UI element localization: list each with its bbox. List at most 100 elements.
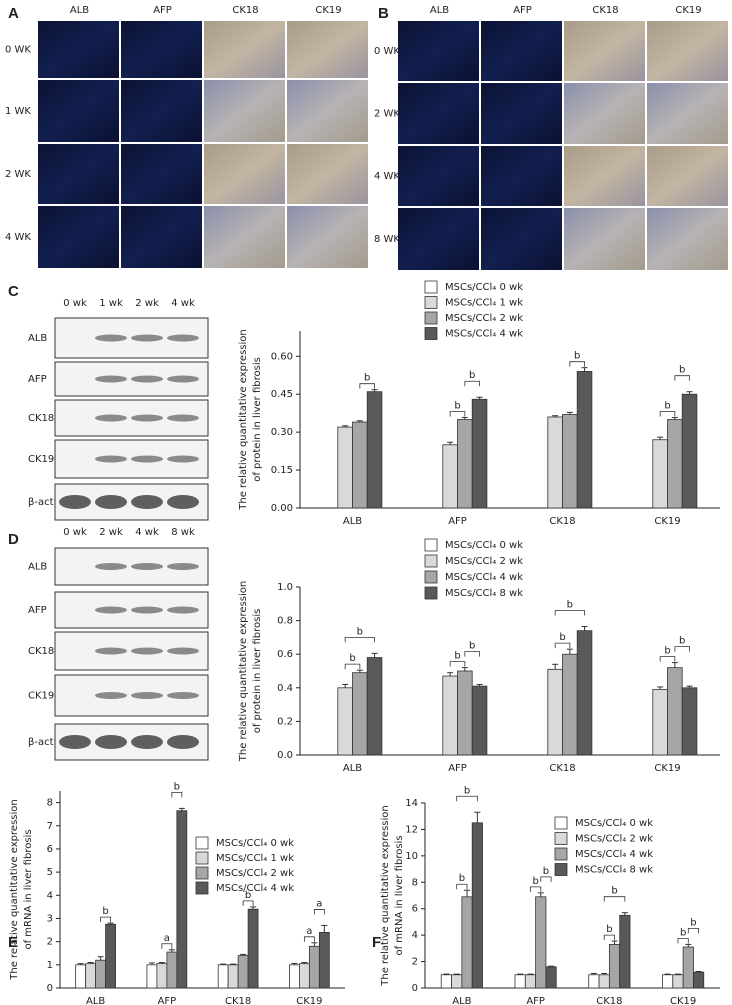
blot-band	[167, 563, 199, 570]
significance-label: b	[464, 785, 470, 796]
bar	[337, 687, 353, 756]
bar	[237, 955, 249, 989]
significance-label: b	[532, 876, 538, 887]
legend-label: MSCs/CCl₄ 2 wk	[216, 868, 294, 879]
blot-row-label: CK18	[28, 413, 54, 424]
blot-band	[131, 375, 163, 383]
significance-label: a	[306, 926, 312, 937]
micrograph	[121, 144, 202, 204]
bar	[667, 667, 683, 756]
legend-swatch	[195, 866, 209, 880]
significance-label: b	[459, 873, 465, 884]
lane-label: 2 wk	[135, 298, 159, 309]
bar	[471, 398, 488, 509]
y-tick-label: 0.4	[277, 683, 293, 694]
blot-band	[131, 606, 163, 614]
column-label: ALB	[70, 5, 89, 16]
blot-band	[167, 495, 199, 509]
y-tick-label: 8	[412, 877, 418, 888]
legend-label: MSCs/CCl₄ 2 wk	[445, 313, 523, 324]
bar	[524, 974, 537, 989]
legend-label: MSCs/CCl₄ 4 wk	[216, 883, 294, 894]
significance-bracket	[161, 943, 173, 949]
micrograph	[38, 21, 119, 78]
bar	[451, 974, 463, 989]
blot-band	[95, 692, 127, 699]
significance-label: b	[102, 906, 108, 917]
bar	[105, 923, 116, 989]
blot-band	[131, 455, 163, 463]
legend-label: MSCs/CCl₄ 0 wk	[445, 282, 523, 293]
blot-band	[95, 455, 127, 463]
blot-row-label: CK18	[28, 646, 54, 657]
micrograph	[647, 208, 728, 270]
y-tick-label: 12	[405, 824, 418, 835]
y-axis-label: of mRNA in liver fibrosis	[23, 829, 34, 949]
blot-row-label: CK19	[28, 691, 54, 702]
blot-band	[131, 692, 163, 699]
bar	[440, 974, 452, 989]
bar	[562, 414, 578, 509]
y-axis-label: of protein in liver fibrosis	[252, 357, 263, 482]
blot-band	[95, 735, 127, 749]
bar	[227, 964, 239, 989]
blot-band	[131, 334, 163, 342]
legend-swatch	[424, 554, 438, 568]
x-tick-label: CK19	[670, 996, 696, 1005]
bar	[298, 963, 310, 989]
legend-label: MSCs/CCl₄ 1 wk	[445, 298, 523, 309]
significance-bracket	[456, 883, 468, 890]
micrograph	[398, 83, 479, 144]
column-label: ALB	[430, 5, 449, 16]
panel-label: E	[8, 934, 18, 951]
bar	[662, 974, 674, 989]
significance-label: b	[559, 632, 565, 643]
bar	[547, 668, 563, 756]
column-label: CK18	[232, 5, 258, 16]
blot-row-label: AFP	[28, 374, 47, 385]
row-label: 0 WK	[374, 46, 400, 57]
significance-bracket	[456, 795, 478, 802]
bar	[337, 426, 353, 509]
x-tick-label: ALB	[452, 996, 471, 1005]
blot-band	[95, 647, 127, 655]
row-label: 8 WK	[374, 234, 400, 245]
blot-row-label: ALB	[28, 562, 47, 573]
micrograph	[287, 21, 368, 78]
significance-bracket	[554, 642, 571, 649]
panel-label: C	[8, 283, 19, 300]
significance-label: b	[664, 646, 670, 657]
blot-band	[167, 735, 199, 749]
y-tick-label: 5	[47, 867, 53, 878]
micrograph	[204, 206, 285, 268]
panel-label: A	[8, 5, 19, 22]
x-tick-label: ALB	[86, 996, 105, 1005]
bar	[652, 689, 668, 756]
y-tick-label: 0	[47, 983, 53, 994]
legend-label: MSCs/CCl₄ 4 wk	[445, 572, 523, 583]
row-label: 2 WK	[5, 169, 31, 180]
bar	[461, 896, 473, 989]
y-tick-label: 0.00	[271, 503, 293, 514]
y-axis-label: The relative quantitative expression	[380, 805, 391, 986]
significance-bracket	[100, 916, 111, 923]
micrograph	[481, 21, 562, 81]
y-tick-label: 8	[47, 798, 53, 809]
y-tick-label: 6	[47, 844, 53, 855]
bar	[514, 974, 526, 989]
blot-band	[95, 334, 127, 342]
bar	[442, 444, 458, 509]
y-tick-label: 0.45	[271, 389, 293, 400]
y-tick-label: 1.0	[277, 582, 293, 593]
bar	[672, 974, 684, 989]
micrograph	[564, 146, 645, 206]
bar	[217, 964, 229, 989]
y-axis-label: The relative quantitative expression	[238, 581, 249, 762]
significance-bracket	[449, 661, 466, 667]
row-label: 0 WK	[5, 45, 31, 56]
column-label: AFP	[153, 5, 172, 16]
significance-bracket	[603, 896, 626, 902]
significance-bracket	[344, 663, 361, 670]
micrograph	[398, 146, 479, 206]
y-tick-label: 10	[405, 851, 418, 862]
